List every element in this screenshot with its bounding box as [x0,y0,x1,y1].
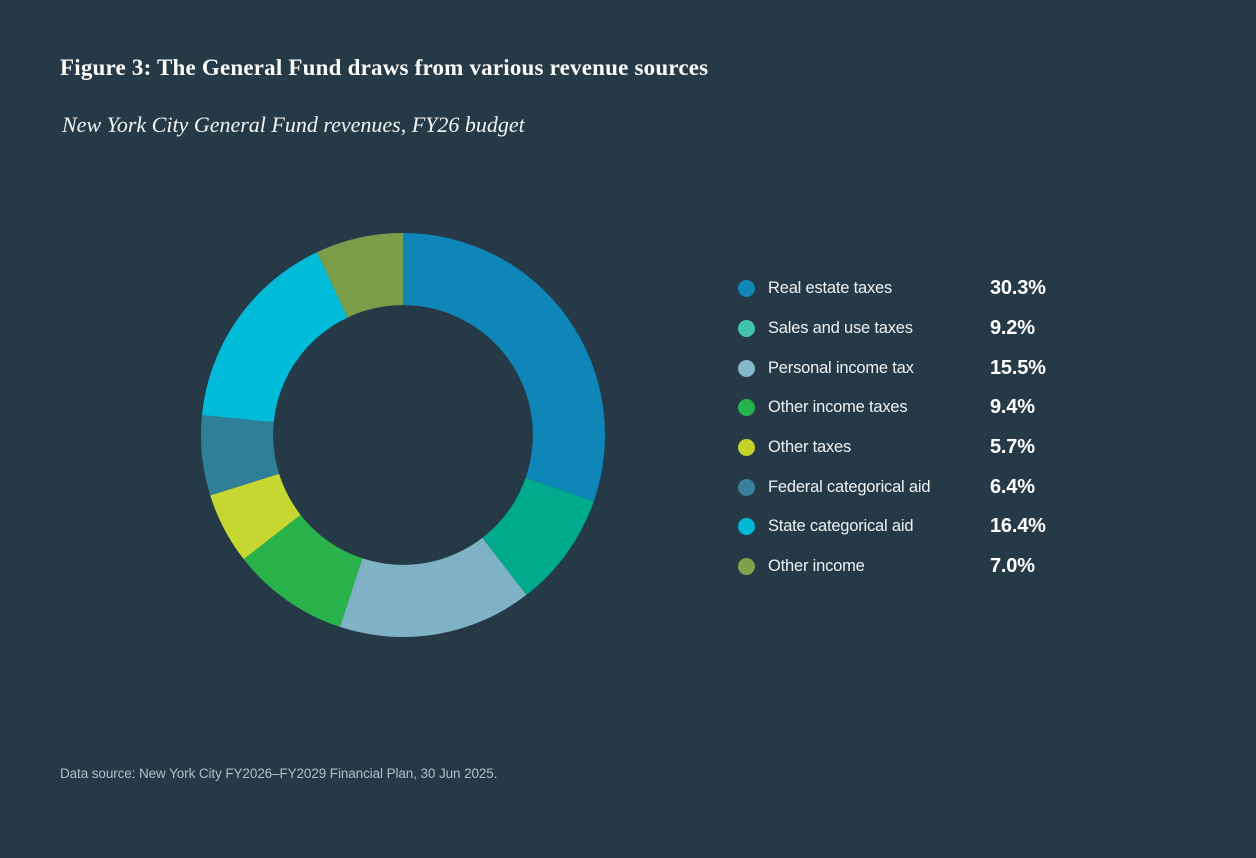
legend-item: Personal income tax 15.5% [738,348,1098,388]
figure-subtitle: New York City General Fund revenues, FY2… [62,112,525,137]
donut-segment-other-income [316,233,403,318]
donut-segment-federal-categorical-aid [200,415,280,496]
legend-label: Real estate taxes [768,279,893,298]
donut-chart-svg [200,233,606,638]
donut-segment-personal-income-tax [339,537,527,638]
legend-label: State categorical aid [768,517,914,536]
legend-value: 7.0% [990,555,1035,578]
donut-segment-other-taxes [210,473,301,560]
figure-title: Figure 3: The General Fund draws from va… [60,55,709,80]
legend-item: Sales and use taxes 9.2% [738,309,1098,349]
legend-label: Personal income tax [768,358,914,377]
legend-value: 6.4% [990,475,1035,498]
legend-swatch [738,399,755,417]
donut-chart [198,230,608,640]
legend-label: Federal categorical aid [768,477,931,496]
legend-item: Other taxes 5.7% [738,428,1098,468]
chart-legend: Real estate taxes 30.3% Sales and use ta… [738,269,1098,587]
legend-item: Other income 7.0% [738,547,1098,587]
legend-item: Federal categorical aid 6.4% [738,467,1098,507]
donut-segment-real-estate-taxes [403,233,606,502]
donut-segment-state-categorical-aid [201,252,348,423]
donut-segment-other-income-taxes [243,514,363,627]
source-note: Data source: New York City FY2026–FY2029… [60,766,498,781]
legend-value: 5.7% [990,436,1035,459]
legend-label: Sales and use taxes [768,319,913,338]
legend-swatch [738,518,755,536]
legend-value: 9.4% [990,396,1035,419]
legend-item: Real estate taxes 30.3% [738,269,1098,309]
legend-swatch [738,478,755,496]
legend-label: Other income [768,557,865,576]
legend-item: Other income taxes 9.4% [738,388,1098,428]
legend-swatch [738,359,755,377]
legend-swatch [738,439,755,457]
legend-item: State categorical aid 16.4% [738,507,1098,547]
legend-swatch [738,280,755,298]
legend-label: Other taxes [768,438,852,457]
legend-value: 16.4% [990,515,1046,538]
legend-value: 9.2% [990,317,1035,340]
legend-label: Other income taxes [768,398,908,417]
donut-segment-sales-and-use-taxes [482,477,594,595]
legend-value: 30.3% [990,277,1046,300]
legend-swatch [738,320,755,338]
legend-value: 15.5% [990,356,1046,379]
legend-swatch [738,558,755,576]
